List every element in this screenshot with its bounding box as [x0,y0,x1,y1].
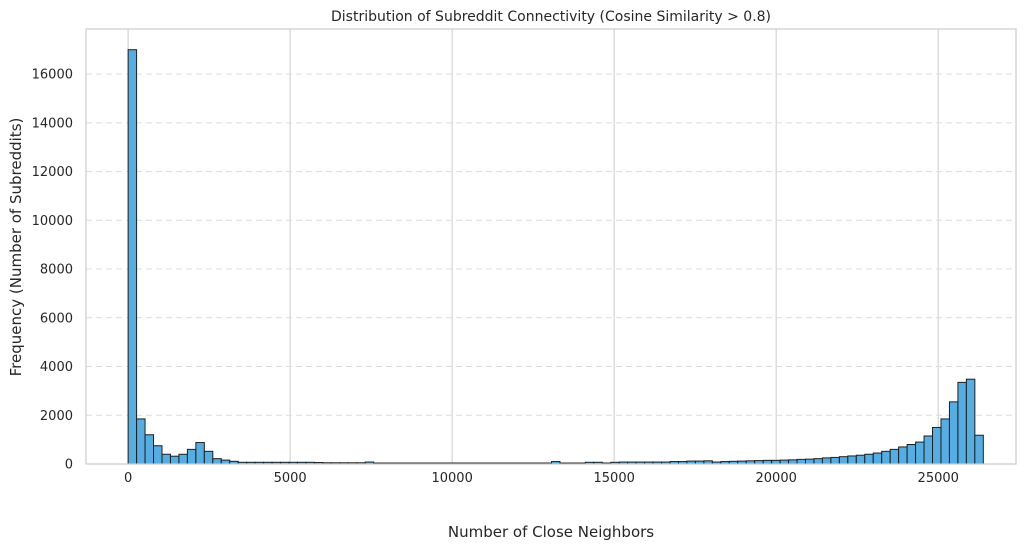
histogram-bar-79 [796,458,807,465]
x-tick-label-2: 10000 [431,471,472,486]
histogram-bar-81 [813,458,823,465]
plot-frame [85,28,1017,465]
histogram-bar-89 [881,450,891,465]
histogram-bar-92 [906,444,917,465]
histogram-bar-96 [940,418,950,465]
x-tick-label-0: 0 [124,471,132,486]
histogram-bar-86 [855,454,866,465]
y-tick-label-1: 2000 [40,409,73,424]
histogram-bar-1 [136,418,146,465]
x-tick-label-4: 20000 [756,471,797,486]
y-tick-label-5: 10000 [32,214,73,229]
histogram-bar-88 [872,452,883,465]
histogram-bar-98 [957,381,967,465]
histogram-bar-4 [161,453,171,465]
histogram-bar-97 [948,401,959,465]
histogram-bar-6 [178,453,188,465]
histogram-bar-83 [830,456,840,465]
y-tick-label-4: 8000 [40,263,73,278]
histogram-bar-94 [923,435,934,465]
x-tick-label-3: 15000 [594,471,635,486]
y-axis-label: Frequency (Number of Subreddits) [7,118,25,377]
y-tick-label-2: 4000 [40,360,73,375]
y-tick-label-6: 12000 [32,165,73,180]
histogram-bar-82 [821,457,832,465]
chart-title: Distribution of Subreddit Connectivity (… [331,9,771,25]
histogram-bar-78 [788,459,798,465]
histogram-bar-85 [847,455,857,465]
grid-layer [86,29,1016,464]
y-tick-label-8: 16000 [32,68,73,83]
x-tick-label-1: 5000 [274,471,307,486]
histogram-bar-80 [805,458,815,465]
y-tick-label-3: 6000 [40,311,73,326]
histogram-bar-5 [169,455,180,465]
x-tick-labels: 0 5000 10000 15000 20000 25000 [124,471,959,486]
histogram-bar-8 [195,442,205,465]
histogram-bar-95 [932,426,942,465]
x-axis-label: Number of Close Neighbors [448,523,654,541]
y-tick-label-7: 14000 [32,116,73,131]
histogram-bar-91 [898,446,908,465]
histogram-bar-93 [915,441,925,465]
histogram-bar-87 [864,453,874,465]
histogram-bar-10 [212,458,222,465]
histogram-bar-84 [838,456,849,465]
histogram-bar-9 [203,450,214,465]
histogram-bar-90 [889,448,900,465]
x-tick-label-5: 25000 [918,471,959,486]
histogram-bar-2 [144,434,155,465]
histogram-bar-7 [186,448,197,465]
histogram-bar-100 [974,434,984,465]
histogram-bar-99 [965,378,976,465]
y-tick-labels: 0 2000 4000 6000 8000 10000 12000 14000 16000 [32,68,73,473]
histogram-bar-0 [127,49,138,465]
y-tick-label-0: 0 [65,458,73,473]
histogram-bar-3 [153,445,163,465]
bars-layer [127,49,984,465]
